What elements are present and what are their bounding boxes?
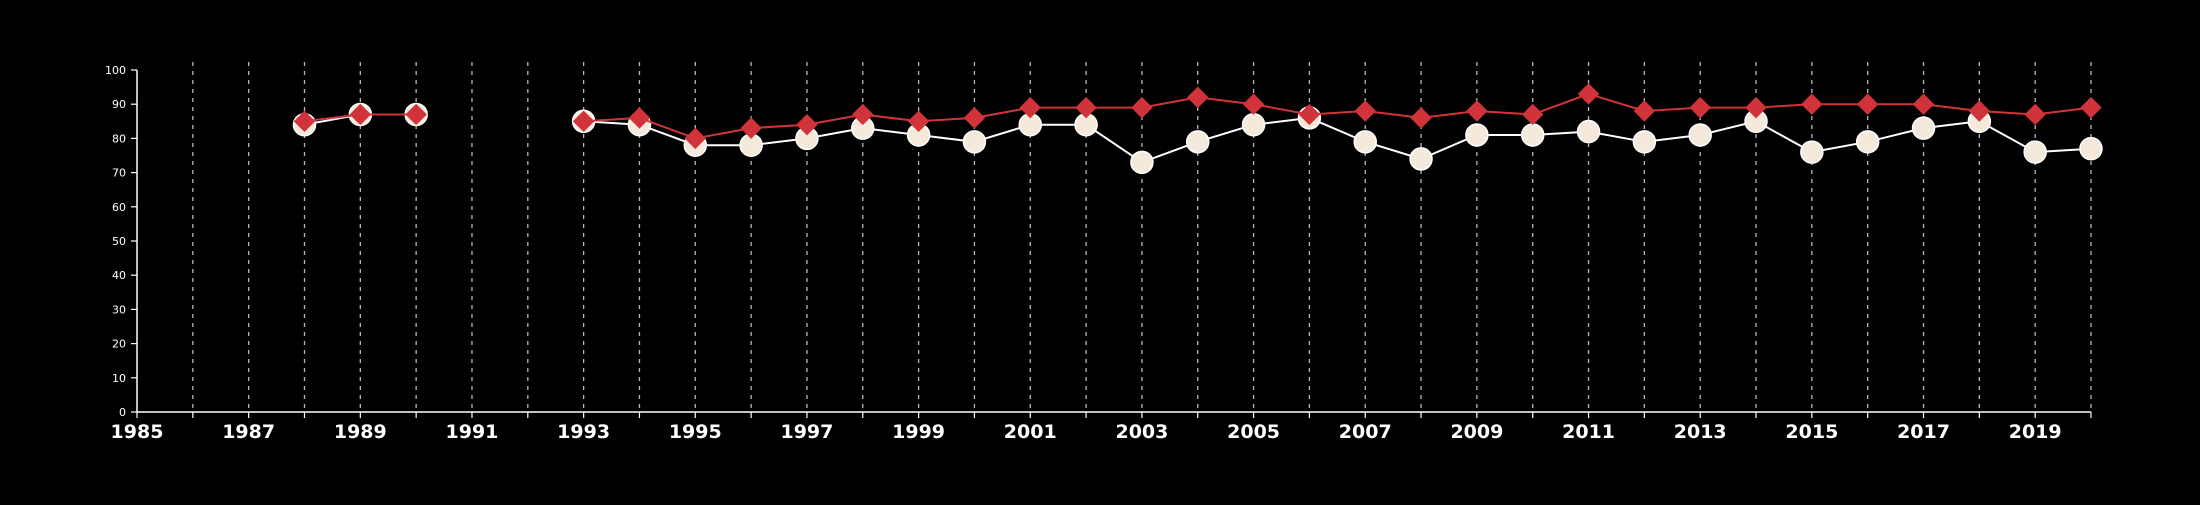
- x-tick-label: 2015: [1785, 421, 1838, 443]
- data-point-diamond: [1745, 96, 1767, 119]
- series-line: [583, 116, 2092, 164]
- x-tick-label: 1993: [557, 421, 610, 443]
- data-point-circle: [1241, 112, 1266, 137]
- data-point-diamond: [1298, 103, 1321, 126]
- x-tick-label: 1989: [334, 421, 387, 443]
- y-tick-label: 60: [112, 201, 126, 214]
- data-point-diamond: [963, 107, 986, 129]
- x-tick-label: 1991: [446, 421, 499, 443]
- y-tick-label: 90: [112, 98, 126, 111]
- series-diamond: [293, 83, 2102, 150]
- data-point-diamond: [628, 107, 651, 129]
- data-point-circle: [962, 130, 987, 154]
- x-tick-label: 2019: [2009, 421, 2062, 443]
- data-point-diamond: [1187, 86, 1209, 109]
- data-point-diamond: [1131, 96, 1153, 119]
- data-point-diamond: [2024, 103, 2046, 126]
- x-tick-label: 1997: [780, 421, 833, 443]
- data-point-diamond: [1354, 100, 1376, 122]
- data-point-diamond: [1466, 100, 1488, 122]
- series-line: [583, 92, 2092, 140]
- y-tick-label: 50: [112, 235, 126, 248]
- data-point-diamond: [796, 114, 818, 136]
- data-point-circle: [1520, 123, 1545, 147]
- y-tick-label: 70: [112, 167, 126, 180]
- data-point-circle: [1185, 130, 1210, 154]
- data-point-diamond: [293, 110, 316, 133]
- data-point-diamond: [684, 127, 706, 150]
- data-point-diamond: [1912, 93, 1935, 115]
- grid-lines: [192, 62, 2092, 412]
- data-point-diamond: [1577, 83, 1600, 105]
- data-point-diamond: [1522, 103, 1544, 126]
- y-tick-label: 20: [112, 338, 126, 351]
- x-tick-label: 2017: [1897, 421, 1950, 443]
- data-point-circle: [1353, 130, 1377, 154]
- data-point-diamond: [907, 110, 930, 133]
- y-tick-label: 80: [112, 132, 126, 145]
- data-point-circle: [1688, 123, 1712, 147]
- data-point-circle: [2079, 136, 2103, 161]
- y-tick-label: 100: [105, 64, 126, 77]
- data-point-diamond: [740, 117, 762, 139]
- series-group: [292, 83, 2103, 175]
- x-tick-label: 1987: [222, 421, 275, 443]
- data-point-circle: [1465, 123, 1489, 147]
- data-point-diamond: [852, 103, 874, 126]
- x-tick-label: 1995: [669, 421, 722, 443]
- x-tick-label: 2003: [1115, 421, 1168, 443]
- x-tick-label: 2007: [1339, 421, 1392, 443]
- y-tick-label: 0: [119, 406, 126, 419]
- data-point-diamond: [1633, 100, 1656, 122]
- data-point-diamond: [1242, 93, 1265, 115]
- x-tick-label: 2005: [1227, 421, 1280, 443]
- axes: 0 10 20 30 40 50 60 70 80 90 100 1985 1987 1989 1991 19…: [105, 64, 2092, 443]
- x-tick-label: 1985: [111, 421, 164, 443]
- data-point-diamond: [1689, 96, 1711, 119]
- data-point-diamond: [405, 103, 427, 126]
- data-point-circle: [1130, 150, 1154, 175]
- x-tick-label: 2011: [1562, 421, 1615, 443]
- data-point-circle: [1632, 130, 1657, 154]
- x-tick-label: 2013: [1674, 421, 1727, 443]
- data-point-diamond: [1019, 96, 1041, 119]
- data-point-diamond: [349, 103, 372, 126]
- data-point-diamond: [1075, 96, 1097, 119]
- data-point-diamond: [572, 110, 595, 133]
- data-point-diamond: [1801, 93, 1823, 115]
- data-point-circle: [2023, 140, 2047, 164]
- data-point-circle: [1800, 140, 1824, 164]
- data-point-circle: [1576, 119, 1601, 144]
- data-point-diamond: [1968, 100, 1991, 122]
- data-point-diamond: [1856, 93, 1879, 115]
- data-point-circle: [1855, 130, 1880, 154]
- x-tick-label: 1999: [892, 421, 945, 443]
- x-tick-label: 2001: [1004, 421, 1057, 443]
- data-point-diamond: [2080, 96, 2102, 119]
- y-tick-label: 30: [112, 303, 126, 316]
- data-point-circle: [1409, 147, 1433, 171]
- x-tick-label: 2009: [1450, 421, 1503, 443]
- data-point-circle: [1911, 116, 1936, 140]
- y-tick-label: 10: [112, 372, 126, 385]
- data-point-diamond: [1410, 107, 1432, 129]
- y-tick-label: 40: [112, 269, 126, 282]
